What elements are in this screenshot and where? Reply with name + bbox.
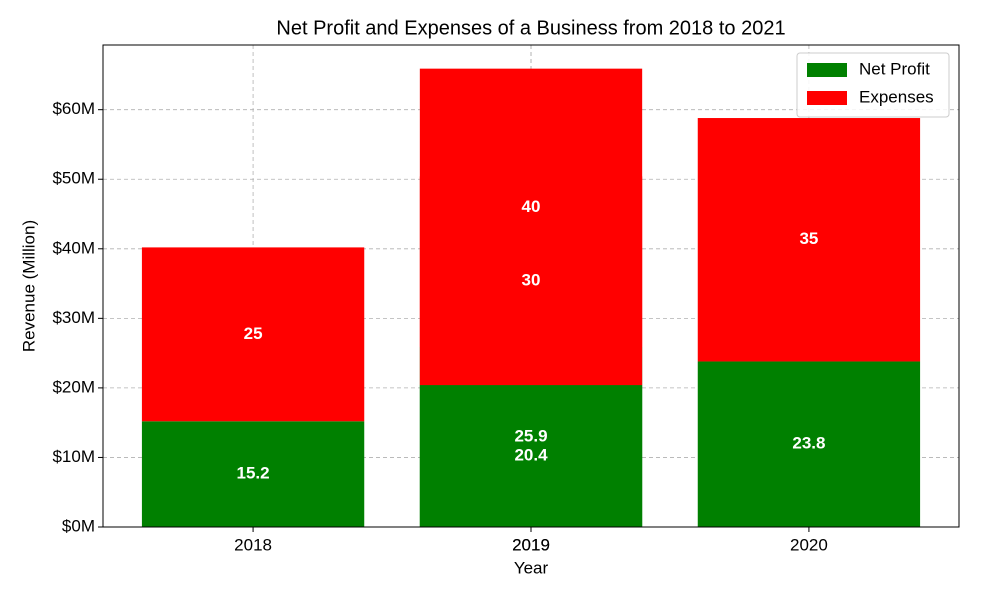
bar-segment	[419, 176, 643, 386]
value-label: 25	[244, 324, 263, 343]
legend-label: Expenses	[859, 87, 934, 106]
value-label: 35	[799, 229, 818, 248]
y-tick-label: $30M	[52, 308, 95, 327]
value-label: 20.4	[514, 446, 548, 465]
y-tick-label: $50M	[52, 169, 95, 188]
bar-segment	[697, 361, 921, 527]
legend-swatch	[807, 63, 847, 77]
bar-segment	[141, 421, 365, 527]
x-axis-label: Year	[514, 558, 549, 577]
legend-swatch	[807, 91, 847, 105]
value-label: 30	[522, 270, 541, 289]
chart-title: Net Profit and Expenses of a Business fr…	[276, 17, 785, 39]
y-tick-label: $60M	[52, 99, 95, 118]
x-tick-label: 2019	[512, 535, 550, 554]
y-tick-label: $40M	[52, 238, 95, 257]
x-tick-label: 2020	[790, 535, 828, 554]
plot-frame	[102, 44, 960, 528]
y-tick-label: $10M	[52, 447, 95, 466]
value-label: 40	[522, 197, 541, 216]
value-label: 23.8	[792, 434, 825, 453]
value-label: 15.2	[237, 464, 270, 483]
bar-segment	[419, 385, 643, 527]
bar-segment	[141, 247, 365, 422]
x-tick-label: 2018	[234, 535, 272, 554]
legend-label: Net Profit	[859, 59, 930, 78]
y-tick-label: $20M	[52, 377, 95, 396]
y-tick-label: $0M	[62, 516, 95, 535]
x-tick-label: 2019	[512, 535, 550, 554]
value-label: 25.9	[514, 426, 547, 445]
y-axis-label: Revenue (Million)	[19, 220, 38, 352]
bar-segment	[697, 118, 921, 362]
